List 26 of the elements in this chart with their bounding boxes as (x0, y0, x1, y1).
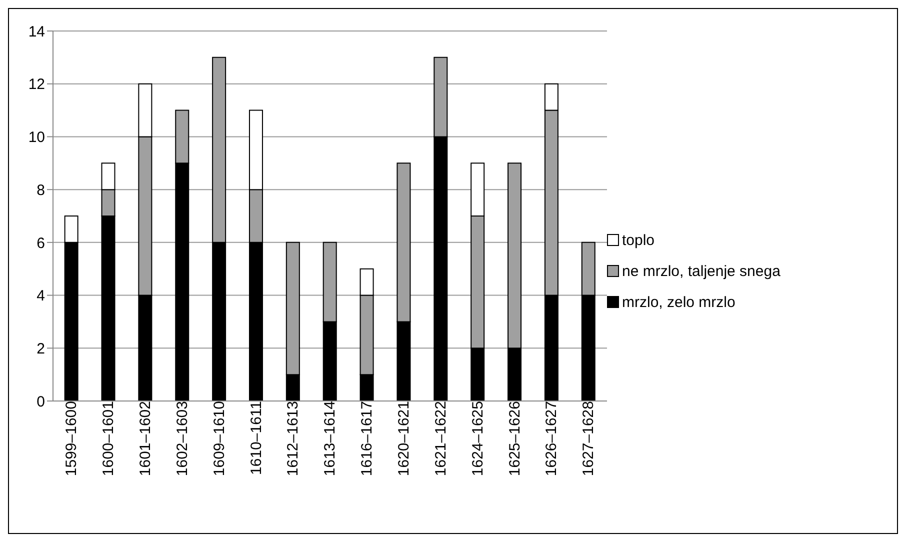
x-tick-label: 1626–1627 (543, 401, 560, 476)
y-tick-label: 6 (36, 234, 45, 252)
x-tick-label: 1621–1622 (432, 401, 450, 476)
x-tick-label: 1627–1628 (580, 401, 598, 476)
y-tick-label: 2 (36, 340, 45, 358)
x-tick-label: 1599–1600 (63, 401, 80, 476)
x-tick-label: 1625–1626 (506, 401, 524, 476)
x-tick-label: 1600–1601 (100, 401, 118, 476)
y-tick-label: 8 (36, 182, 45, 199)
legend-label: mrzlo, zelo mrzlo (622, 294, 736, 310)
x-tick-label: 1601–1602 (136, 401, 154, 476)
x-tick-label: 1620–1621 (396, 401, 413, 476)
x-tick-label: 1609–1610 (210, 401, 228, 476)
legend-label: ne mrzlo, taljenje snega (622, 262, 780, 280)
x-tick-label: 1624–1625 (469, 401, 486, 476)
y-tick-label: 0 (36, 393, 45, 410)
y-tick-label: 12 (28, 76, 45, 94)
y-tick-label: 14 (28, 23, 45, 40)
x-tick-label: 1612–1613 (284, 401, 302, 476)
x-tick-label: 1610–1611 (248, 401, 265, 475)
x-tick-label: 1613–1614 (322, 401, 339, 476)
y-tick-label: 4 (36, 288, 45, 305)
x-tick-label: 1616–1617 (358, 401, 376, 476)
y-tick-label: 10 (28, 129, 45, 146)
x-tick-label: 1602–1603 (174, 401, 191, 476)
legend-label: toplo (622, 232, 655, 248)
